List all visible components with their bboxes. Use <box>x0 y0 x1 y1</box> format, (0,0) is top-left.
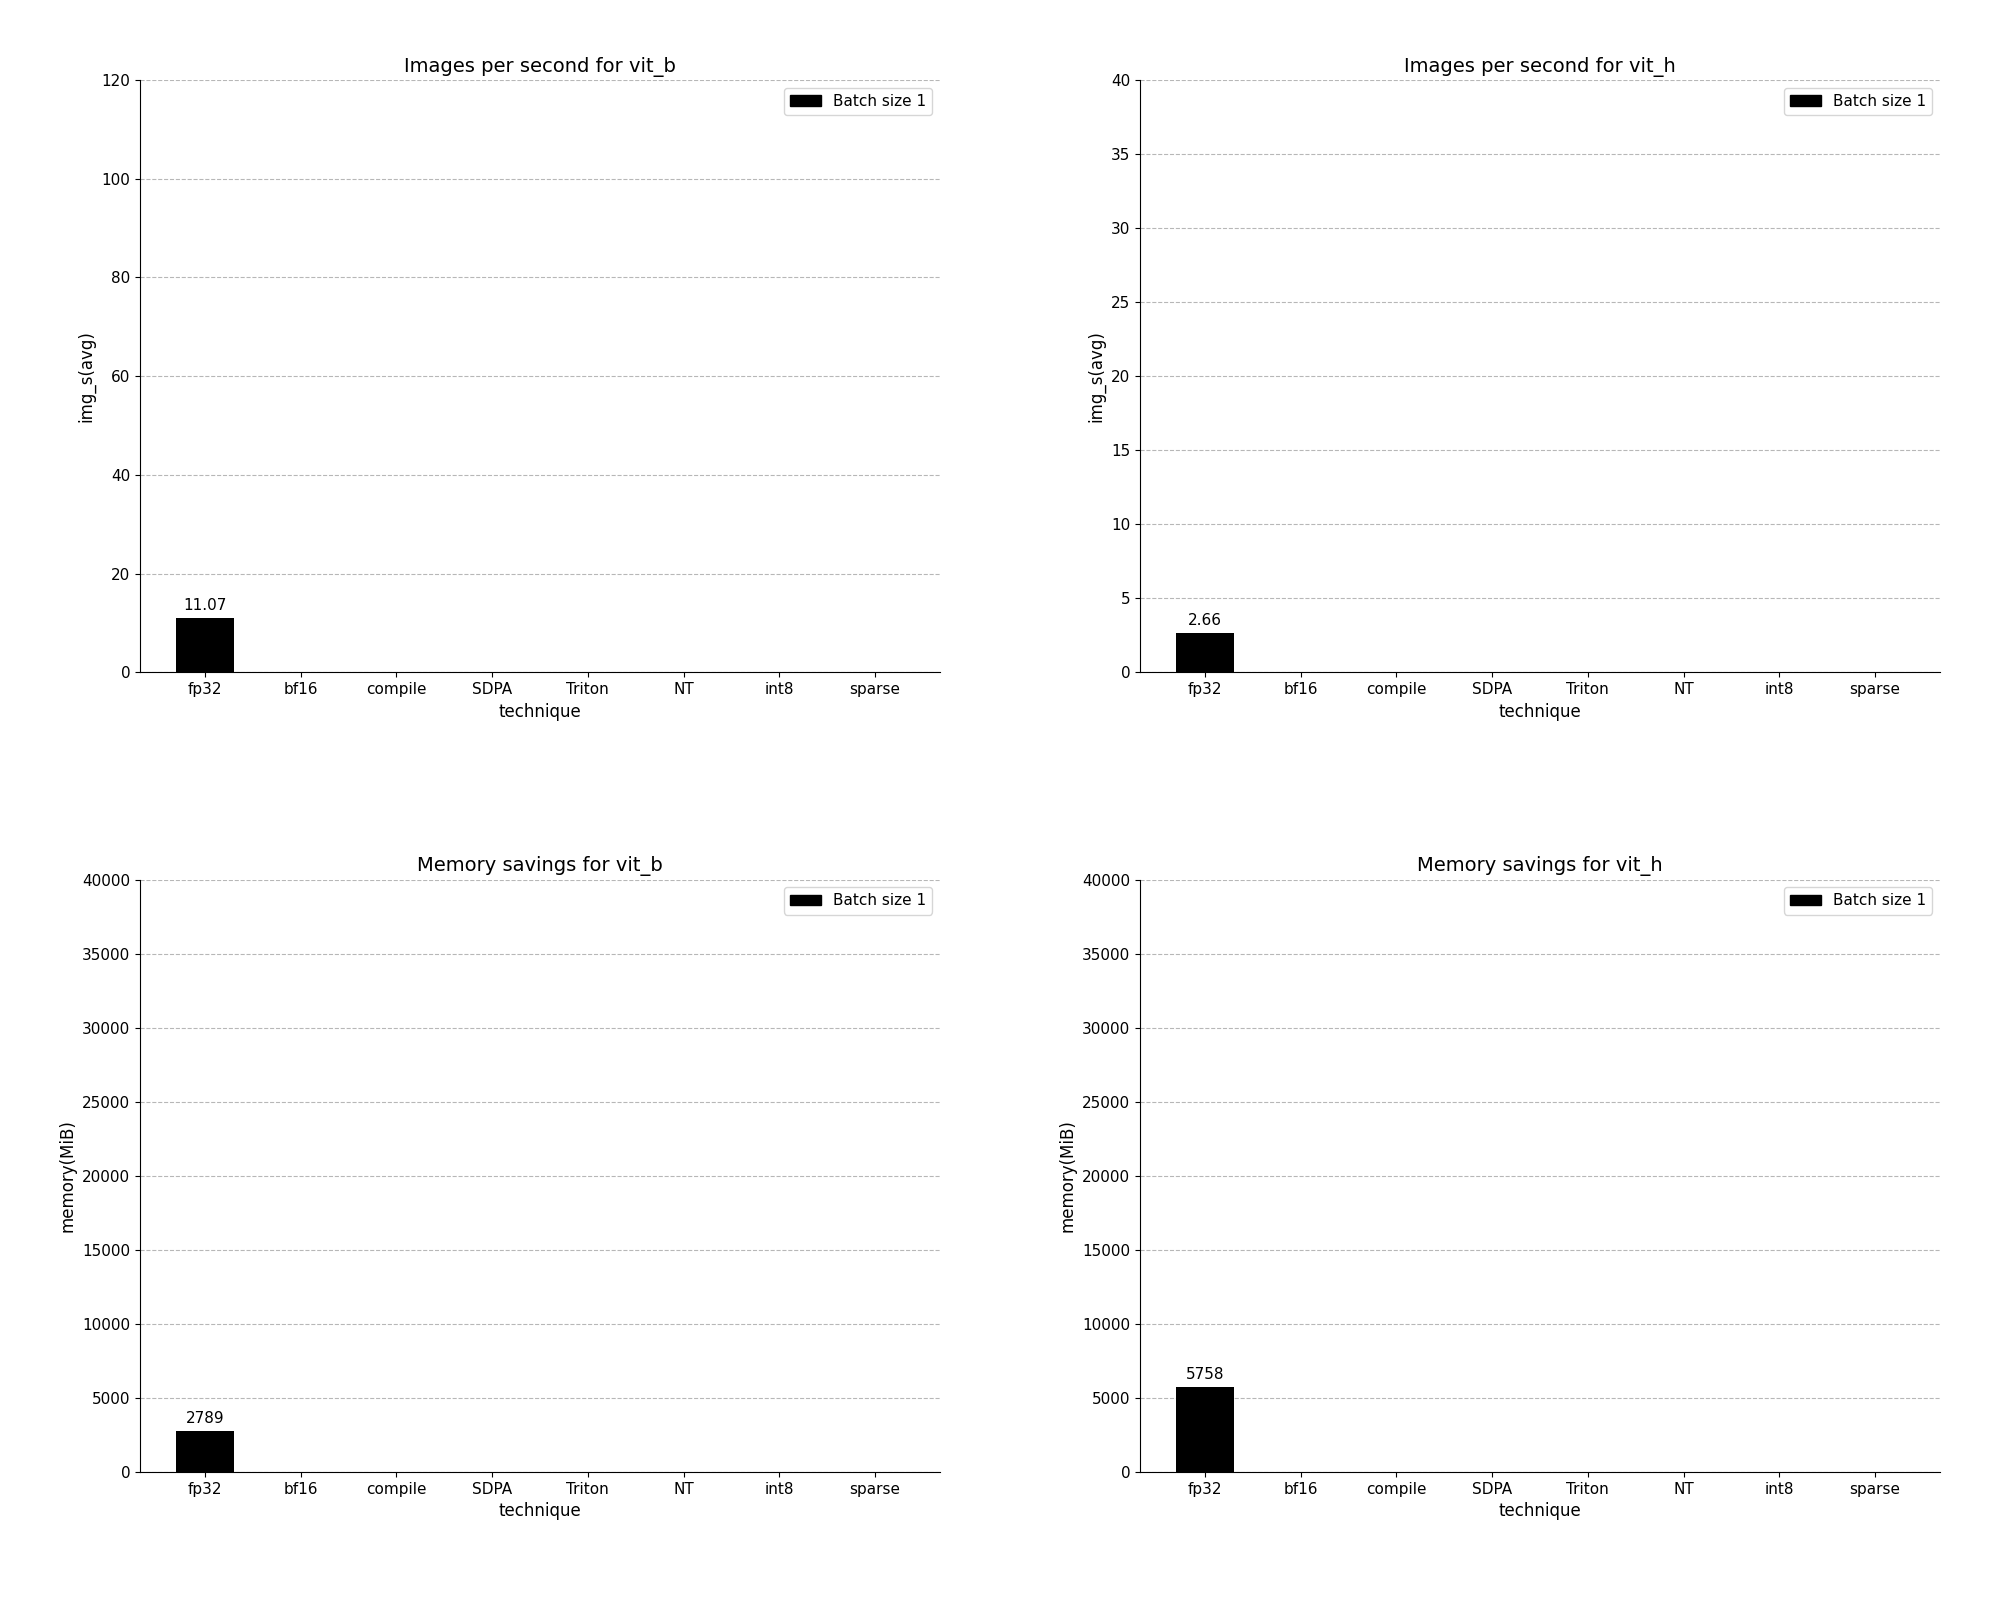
Text: 2.66: 2.66 <box>1188 613 1222 629</box>
X-axis label: technique: technique <box>1498 702 1582 720</box>
Y-axis label: img_s(avg): img_s(avg) <box>1088 330 1106 422</box>
Y-axis label: memory(MiB): memory(MiB) <box>58 1120 76 1232</box>
X-axis label: technique: technique <box>1498 1502 1582 1520</box>
Bar <box>176 618 234 672</box>
Legend: Batch size 1: Batch size 1 <box>1784 88 1932 115</box>
Title: Images per second for vit_b: Images per second for vit_b <box>404 56 676 77</box>
X-axis label: technique: technique <box>498 1502 582 1520</box>
Y-axis label: img_s(avg): img_s(avg) <box>78 330 96 422</box>
X-axis label: technique: technique <box>498 702 582 720</box>
Text: 2789: 2789 <box>186 1411 224 1426</box>
Legend: Batch size 1: Batch size 1 <box>1784 888 1932 915</box>
Legend: Batch size 1: Batch size 1 <box>784 888 932 915</box>
Legend: Batch size 1: Batch size 1 <box>784 88 932 115</box>
Y-axis label: memory(MiB): memory(MiB) <box>1058 1120 1076 1232</box>
Title: Memory savings for vit_b: Memory savings for vit_b <box>418 856 662 877</box>
Text: 11.07: 11.07 <box>184 598 226 613</box>
Title: Memory savings for vit_h: Memory savings for vit_h <box>1418 856 1662 877</box>
Bar <box>1176 634 1234 672</box>
Text: 5758: 5758 <box>1186 1366 1224 1382</box>
Bar <box>176 1430 234 1472</box>
Bar <box>1176 1387 1234 1472</box>
Title: Images per second for vit_h: Images per second for vit_h <box>1404 56 1676 77</box>
